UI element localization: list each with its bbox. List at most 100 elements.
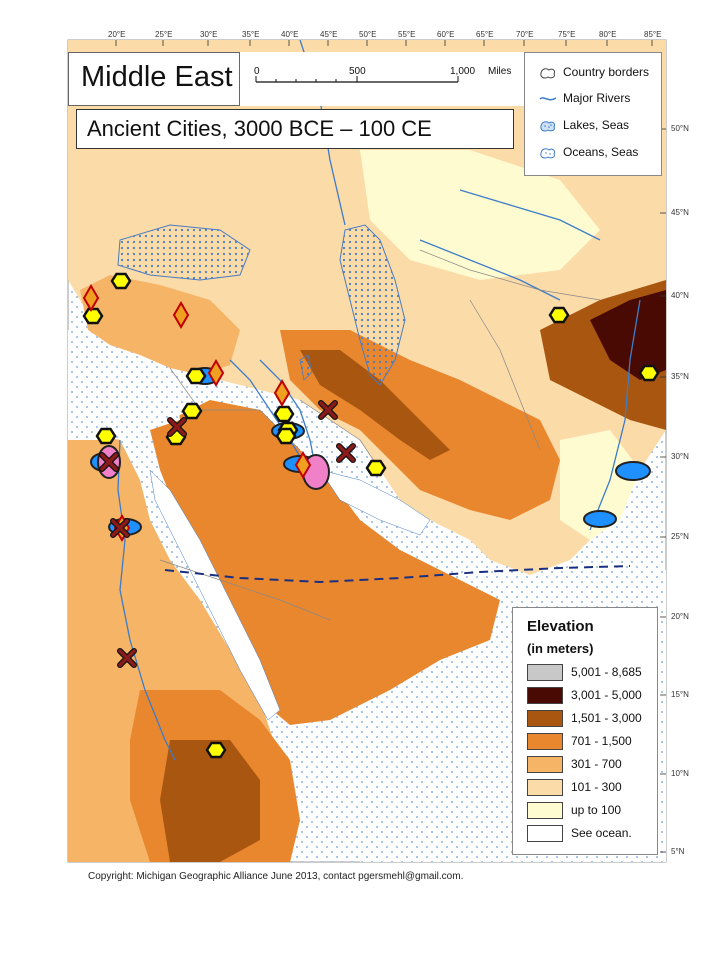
border-line xyxy=(159,559,331,621)
land-ethiopia-high xyxy=(160,740,260,862)
graticule-ticks xyxy=(115,40,666,853)
latitude-label: 20°N xyxy=(671,612,689,621)
legend-label-lakes: Lakes, Seas xyxy=(563,118,630,132)
land-anatolia xyxy=(80,275,240,375)
city-marker-hexagon xyxy=(365,459,387,477)
longitude-label: 40°E xyxy=(281,30,299,39)
elevation-label: 1,501 - 3,000 xyxy=(571,711,642,725)
latitude-label: 30°N xyxy=(671,452,689,461)
city-marker-diamond xyxy=(207,359,225,387)
border-line xyxy=(469,299,541,451)
longitude-label: 30°E xyxy=(200,30,218,39)
country-borders xyxy=(159,249,601,621)
latitude-label: 35°N xyxy=(671,372,689,381)
map-title: Middle East xyxy=(81,61,233,93)
elevation-swatch xyxy=(527,802,563,819)
longitude-label: 70°E xyxy=(516,30,534,39)
city-marker-diamond xyxy=(172,301,190,329)
city-marker-hexagon xyxy=(638,364,660,382)
city-markers xyxy=(82,272,660,759)
syr-darya xyxy=(459,189,601,241)
longitude-label: 20°E xyxy=(108,30,126,39)
red-sea xyxy=(149,469,281,721)
latitude-label: 10°N xyxy=(671,769,689,778)
tropic-line xyxy=(164,565,631,584)
elevation-label: See ocean. xyxy=(571,826,632,840)
city-marker-cross xyxy=(167,417,187,437)
scale-unit: Miles xyxy=(488,66,512,77)
city-marker-hexagon xyxy=(181,402,203,420)
elevation-title: Elevation xyxy=(527,618,594,635)
elevation-label: 3,001 - 5,000 xyxy=(571,688,642,702)
longitude-label: 25°E xyxy=(155,30,173,39)
city-marker-cross xyxy=(336,443,356,463)
elevation-legend: Elevation (in meters) 5,001 - 8,685 3,001… xyxy=(512,607,658,855)
map-subtitle: Ancient Cities, 3000 BCE – 100 CE xyxy=(87,116,432,141)
city-marker-hexagon xyxy=(205,741,227,759)
longitude-label: 50°E xyxy=(359,30,377,39)
legend-label-borders: Country borders xyxy=(563,65,650,79)
city-marker-cross xyxy=(117,648,137,668)
elevation-label: up to 100 xyxy=(571,803,622,817)
latitude-label: 50°N xyxy=(671,124,689,133)
border-line xyxy=(419,249,601,301)
euphrates-river xyxy=(229,359,306,466)
elevation-label: 5,001 - 8,685 xyxy=(571,665,642,679)
elevation-label: 701 - 1,500 xyxy=(571,734,632,748)
scale-zero: 0 xyxy=(254,66,260,77)
land-himalaya xyxy=(590,290,666,380)
city-marker-hexagon xyxy=(273,405,295,423)
country-border-icon xyxy=(540,68,555,79)
latitude-label: 25°N xyxy=(671,532,689,541)
persian-gulf xyxy=(319,469,431,536)
elevation-subtitle: (in meters) xyxy=(527,641,594,656)
scale-mid: 500 xyxy=(349,66,366,77)
land-steppe xyxy=(360,150,600,280)
city-marker-hexagon xyxy=(185,367,207,385)
city-marker-hexagon xyxy=(110,272,132,290)
city-marker-hexagon xyxy=(95,427,117,445)
city-marker-cross xyxy=(318,400,338,420)
city-marker-hexagon xyxy=(275,427,297,445)
ocean-icon xyxy=(540,148,555,159)
city-marker-ellipse xyxy=(583,510,617,528)
longitude-label: 35°E xyxy=(242,30,260,39)
city-marker-hexagon xyxy=(82,307,104,325)
legend: Country borders Major Rivers Lakes, Seas… xyxy=(524,52,662,176)
border-line xyxy=(299,399,381,471)
legend-label-oceans: Oceans, Seas xyxy=(563,145,639,159)
black-sea xyxy=(117,224,251,281)
city-marker-diamond xyxy=(273,379,291,407)
land-zagros xyxy=(300,350,450,460)
scale-max: 1,000 xyxy=(450,66,476,77)
longitude-label: 65°E xyxy=(476,30,494,39)
elevation-swatch xyxy=(527,733,563,750)
longitude-label: 60°E xyxy=(437,30,455,39)
tigris-river xyxy=(259,359,316,466)
land-indus xyxy=(560,430,640,540)
longitude-label: 85°E xyxy=(644,30,662,39)
latitude-label: 5°N xyxy=(671,847,685,856)
latitude-label: 45°N xyxy=(671,208,689,217)
caspian-sea xyxy=(339,224,406,386)
legend-label-rivers: Major Rivers xyxy=(563,91,631,105)
longitude-label: 80°E xyxy=(599,30,617,39)
latitude-label: 40°N xyxy=(671,291,689,300)
city-marker-ellipse xyxy=(615,461,651,481)
latitude-label: 15°N xyxy=(671,690,689,699)
mediterranean-dots xyxy=(68,330,180,440)
elevation-swatch xyxy=(527,825,563,842)
elevation-label: 301 - 700 xyxy=(571,757,622,771)
city-marker-hexagon xyxy=(548,306,570,324)
nile-river xyxy=(117,439,176,761)
scale-bar: 0 500 1,000 Miles xyxy=(240,52,524,106)
elevation-swatch xyxy=(527,710,563,727)
longitude-label: 45°E xyxy=(320,30,338,39)
lake-icon xyxy=(540,121,555,132)
city-marker-diamond xyxy=(82,284,100,312)
land-masses xyxy=(68,40,666,862)
city-marker-diamond xyxy=(294,451,312,479)
lake-urmia xyxy=(299,354,313,381)
scale-bar-graphic xyxy=(255,76,459,83)
